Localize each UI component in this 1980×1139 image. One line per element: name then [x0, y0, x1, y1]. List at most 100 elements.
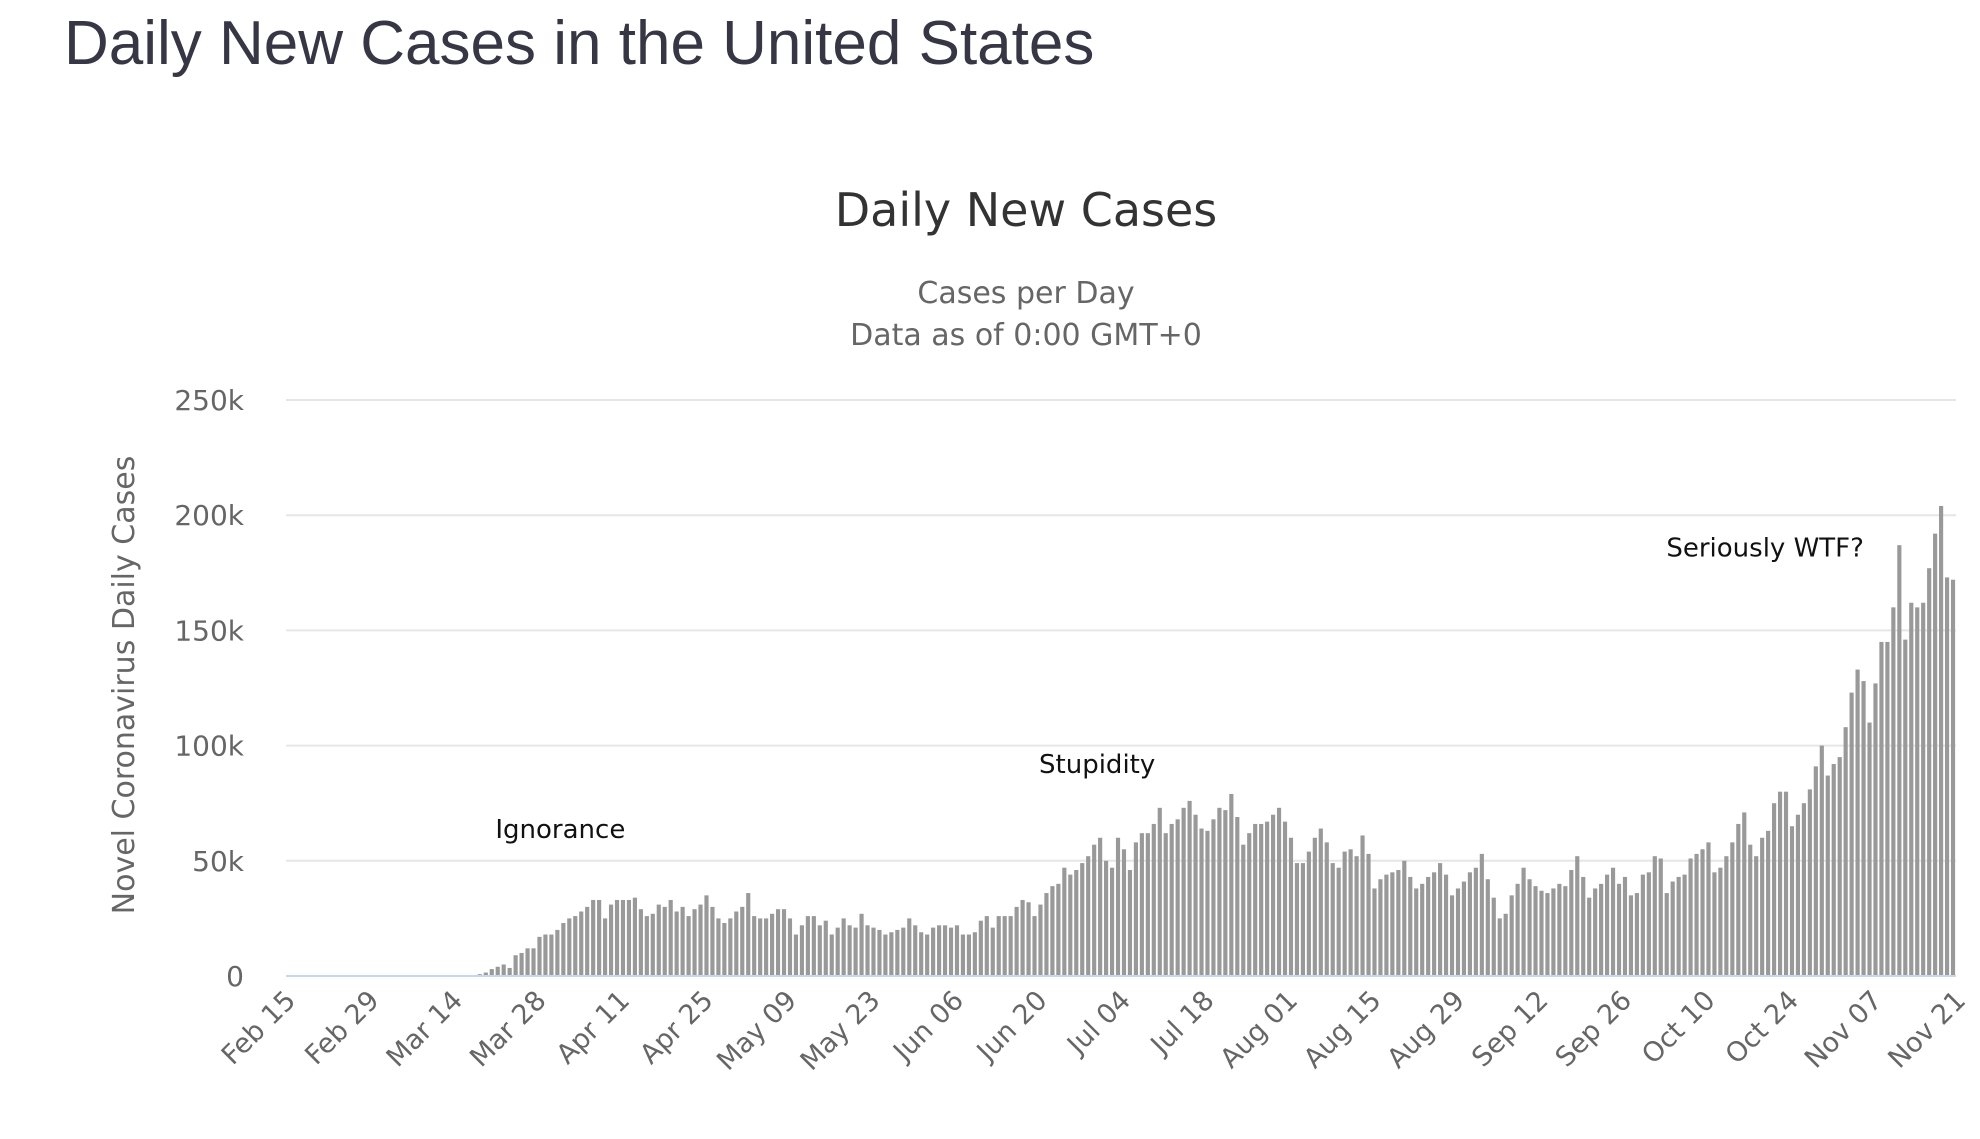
bar: [1008, 916, 1013, 976]
bar: [1867, 722, 1872, 976]
bar: [907, 918, 912, 976]
bar: [1515, 883, 1520, 976]
bar: [996, 916, 1001, 976]
annotation-label: Seriously WTF?: [1666, 534, 1864, 564]
bar: [1199, 828, 1204, 976]
bar: [1491, 897, 1496, 976]
bar: [1133, 842, 1138, 976]
bar: [632, 897, 637, 976]
bar: [644, 916, 649, 976]
bar: [1700, 849, 1705, 976]
bar: [734, 911, 739, 976]
bar: [1658, 858, 1663, 976]
bar: [889, 932, 894, 976]
bar: [1754, 856, 1759, 976]
bar: [1795, 814, 1801, 976]
annotation-label: Ignorance: [495, 815, 625, 845]
bar: [1002, 916, 1007, 976]
x-tick-label: Aug 29: [1381, 985, 1471, 1075]
bar: [942, 925, 948, 976]
bar: [1652, 856, 1657, 976]
bar: [1748, 844, 1753, 976]
bar: [817, 925, 822, 976]
bar: [1939, 505, 1944, 976]
bar: [1193, 814, 1198, 976]
bar: [1622, 876, 1628, 976]
bar: [1080, 863, 1085, 976]
x-tick-label: Mar 28: [464, 985, 552, 1073]
bar: [919, 932, 924, 976]
bar: [775, 909, 781, 976]
bar: [710, 906, 715, 976]
x-tick-label: Jul 04: [1060, 985, 1137, 1062]
bar: [1265, 821, 1270, 976]
bar: [1605, 874, 1610, 976]
bar: [829, 934, 834, 976]
bar: [954, 925, 960, 976]
bar: [1950, 579, 1956, 976]
bar: [1438, 863, 1443, 976]
bar: [1348, 849, 1353, 976]
bar: [1682, 874, 1687, 976]
bar: [1432, 872, 1437, 976]
bar: [1789, 826, 1795, 976]
bar: [1593, 888, 1598, 976]
bar: [1181, 807, 1186, 976]
x-tick-label: Mar 14: [381, 985, 469, 1073]
bar: [1557, 883, 1562, 976]
bar: [1360, 835, 1365, 976]
bar: [626, 899, 632, 976]
bar: [638, 909, 643, 976]
bar: [1205, 830, 1210, 976]
bar: [752, 916, 757, 976]
bar: [1539, 890, 1544, 976]
bar: [1378, 879, 1383, 976]
bar: [1777, 791, 1783, 976]
bar: [1318, 828, 1323, 976]
bar: [674, 911, 679, 976]
bar: [770, 913, 775, 976]
bar: [1157, 807, 1162, 976]
bar: [1897, 545, 1902, 976]
bar: [1175, 819, 1180, 976]
bar: [573, 916, 578, 976]
bar: [1640, 874, 1645, 976]
bar: [1300, 863, 1305, 976]
bar: [1730, 842, 1735, 976]
bar: [1879, 641, 1884, 976]
bar: [1276, 807, 1282, 976]
x-tick-label: May 09: [711, 985, 803, 1077]
bar: [501, 964, 506, 976]
bar: [1330, 863, 1335, 976]
bar: [758, 918, 763, 976]
y-tick-label: 150k: [174, 614, 244, 647]
y-axis-title: Novel Coronavirus Daily Cases: [107, 456, 142, 915]
bar: [1092, 844, 1097, 976]
bar: [608, 904, 614, 976]
bar: [495, 966, 500, 976]
bar: [1312, 837, 1317, 976]
bar: [603, 918, 608, 976]
bar: [1664, 893, 1669, 976]
bar: [1807, 789, 1812, 976]
chart-title: Daily New Cases: [835, 183, 1218, 237]
bar: [1247, 833, 1252, 976]
bar: [746, 893, 751, 976]
bar: [537, 936, 542, 976]
bar: [883, 934, 888, 976]
x-tick-label: Oct 10: [1636, 985, 1721, 1070]
x-tick-label: Feb 29: [299, 985, 385, 1071]
bar: [1056, 883, 1061, 976]
bar: [1402, 860, 1407, 976]
x-tick-label: Apr 11: [551, 985, 636, 1070]
bar: [620, 899, 626, 976]
bar: [1497, 918, 1502, 976]
bar: [1712, 872, 1717, 976]
bar: [1473, 867, 1478, 976]
bar: [1545, 893, 1550, 976]
bar: [799, 925, 804, 976]
annotation-label: Stupidity: [1039, 750, 1155, 780]
bar: [1921, 602, 1926, 976]
bar: [1163, 833, 1168, 976]
bar: [1443, 874, 1449, 976]
